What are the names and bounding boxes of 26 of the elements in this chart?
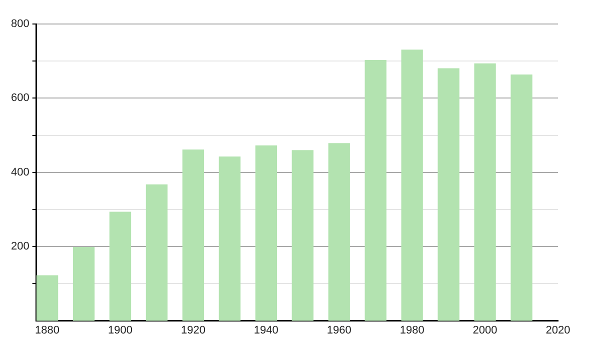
y-tick-label: 600 [10,92,30,104]
x-tick-label: 1940 [254,324,278,336]
bar [109,212,132,321]
bar [182,149,204,321]
bar [438,68,460,321]
bar [510,74,532,321]
x-tick-label: 2000 [472,324,498,336]
bar [364,60,386,321]
bar [474,63,496,321]
bar [36,275,58,321]
bar [146,184,168,321]
bar [72,247,95,321]
x-tick-label: 2020 [546,324,570,336]
x-tick-label: 1900 [108,324,132,336]
x-tick-label: 1920 [180,324,206,336]
y-tick-label: 400 [10,166,30,178]
x-tick-label: 1980 [400,324,424,336]
bar [401,50,423,321]
y-tick-label: 200 [10,240,30,253]
x-tick-label: 1880 [35,324,60,336]
bar [218,156,241,321]
bar [292,150,314,321]
y-tick-label: 800 [10,18,30,30]
bar [328,143,350,321]
bar [255,145,277,321]
x-tick-label: 1960 [326,324,352,336]
